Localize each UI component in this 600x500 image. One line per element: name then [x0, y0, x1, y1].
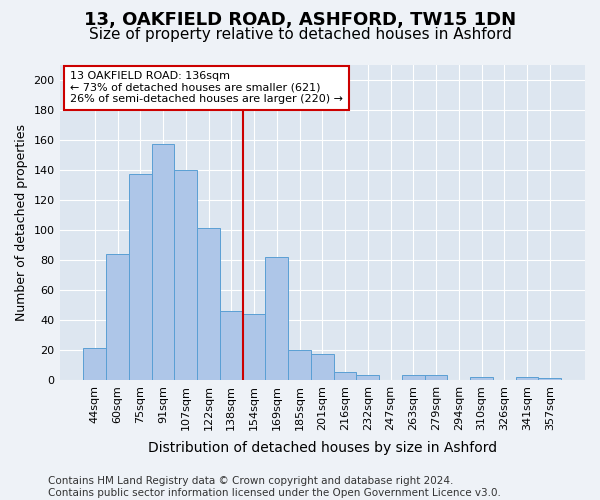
Bar [425, 376, 448, 380]
Text: 13, OAKFIELD ROAD, ASHFORD, TW15 1DN: 13, OAKFIELD ROAD, ASHFORD, TW15 1DN [84, 12, 516, 30]
Bar [152, 144, 175, 380]
Bar [288, 350, 311, 380]
Bar [334, 372, 356, 380]
Text: Size of property relative to detached houses in Ashford: Size of property relative to detached ho… [89, 28, 511, 42]
Bar [356, 376, 379, 380]
X-axis label: Distribution of detached houses by size in Ashford: Distribution of detached houses by size … [148, 441, 497, 455]
Bar [470, 377, 493, 380]
Text: 13 OAKFIELD ROAD: 136sqm
← 73% of detached houses are smaller (621)
26% of semi-: 13 OAKFIELD ROAD: 136sqm ← 73% of detach… [70, 72, 343, 104]
Bar [515, 377, 538, 380]
Bar [129, 174, 152, 380]
Bar [538, 378, 561, 380]
Bar [175, 170, 197, 380]
Bar [265, 257, 288, 380]
Bar [311, 354, 334, 380]
Y-axis label: Number of detached properties: Number of detached properties [15, 124, 28, 321]
Bar [83, 348, 106, 380]
Bar [106, 254, 129, 380]
Bar [220, 311, 242, 380]
Text: Contains HM Land Registry data © Crown copyright and database right 2024.
Contai: Contains HM Land Registry data © Crown c… [48, 476, 501, 498]
Bar [197, 228, 220, 380]
Bar [402, 376, 425, 380]
Bar [242, 314, 265, 380]
